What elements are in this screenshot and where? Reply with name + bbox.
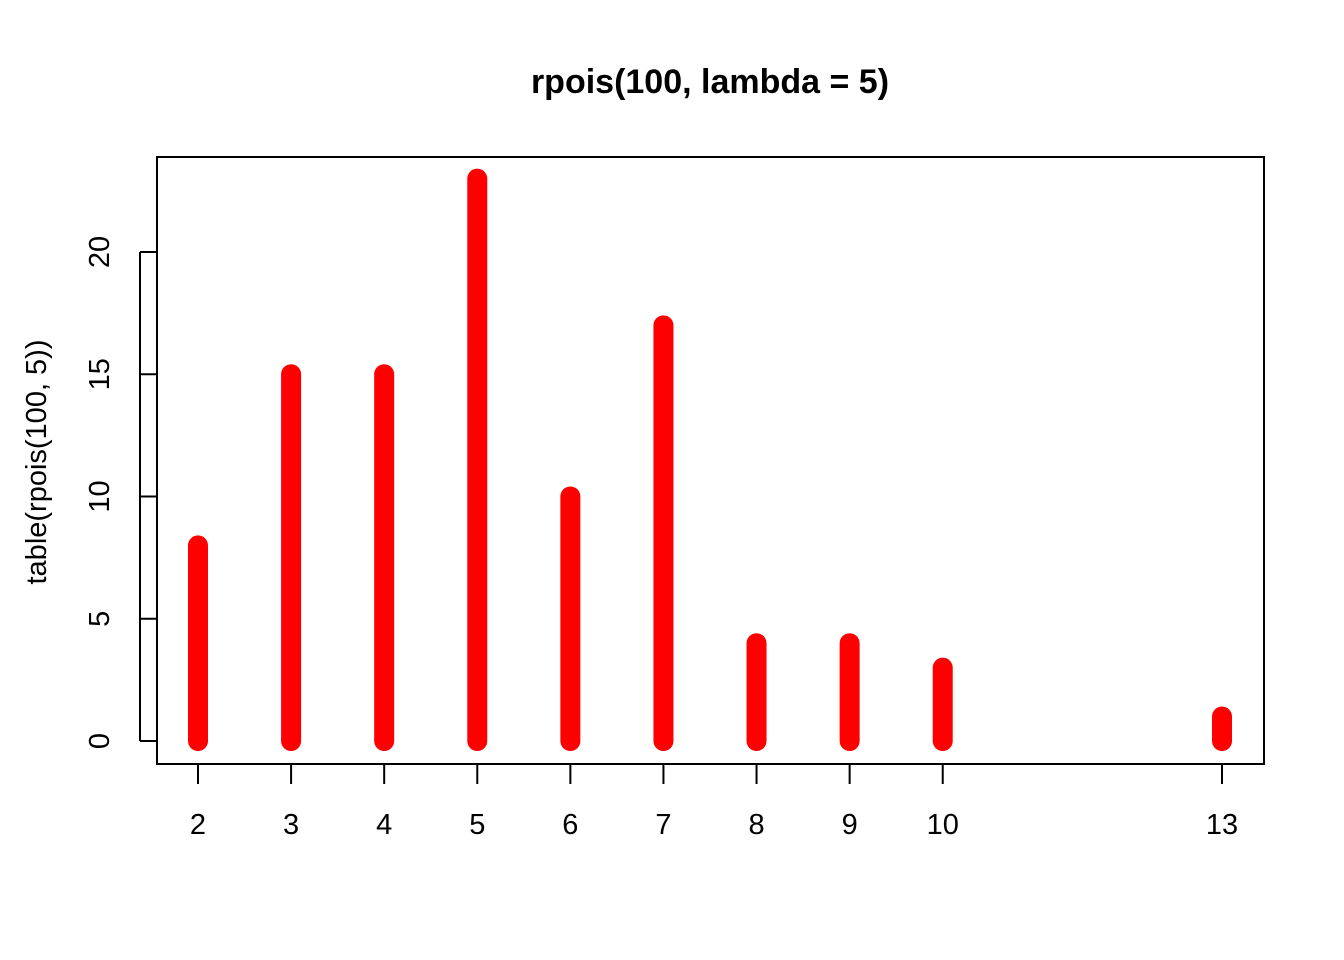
bars-group (188, 168, 1232, 751)
y-tick-label-10: 10 (84, 480, 116, 512)
x-tick-label-5: 5 (469, 809, 485, 841)
y-tick-label-20: 20 (84, 236, 116, 268)
y-tick-label-15: 15 (84, 358, 116, 390)
x-tick-label-13: 13 (1206, 809, 1238, 841)
y-axis: 0 5 10 15 20 (84, 236, 157, 749)
y-tick-label-5: 5 (84, 611, 116, 627)
x-tick-label-6: 6 (562, 809, 578, 841)
chart-title: rpois(100, lambda = 5) (531, 63, 889, 101)
x-tick-label-9: 9 (842, 809, 858, 841)
x-tick-label-4: 4 (376, 809, 392, 841)
y-axis-label: table(rpois(100, 5)) (21, 340, 53, 585)
x-tick-label-2: 2 (190, 809, 206, 841)
x-tick-label-10: 10 (927, 809, 959, 841)
x-tick-label-8: 8 (748, 809, 764, 841)
x-tick-label-3: 3 (283, 809, 299, 841)
x-axis: 2 3 4 5 6 7 8 9 10 13 (190, 763, 1238, 841)
plot-frame (156, 156, 1265, 765)
y-tick-label-0: 0 (84, 733, 116, 749)
x-tick-label-7: 7 (655, 809, 671, 841)
